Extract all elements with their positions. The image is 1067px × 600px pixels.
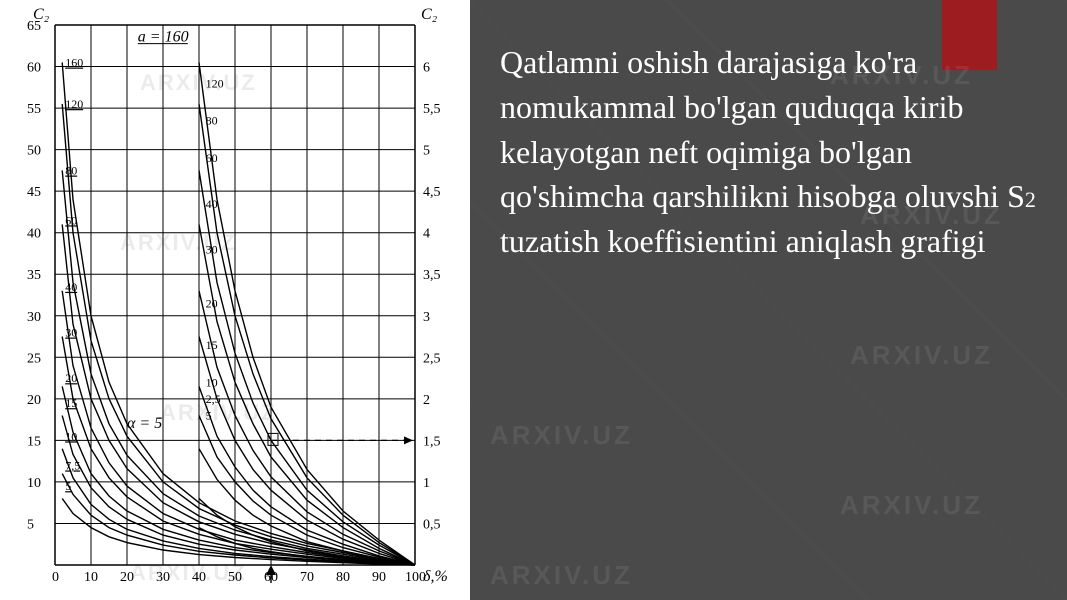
- svg-text:5: 5: [65, 479, 71, 493]
- svg-text:30: 30: [65, 326, 77, 340]
- svg-text:65: 65: [27, 19, 41, 34]
- svg-text:80: 80: [336, 570, 350, 585]
- watermark: ARXIV.UZ: [840, 490, 983, 521]
- svg-text:5: 5: [206, 409, 212, 423]
- svg-text:80: 80: [65, 164, 77, 178]
- c2-chart: C₂C₂δ,%010203040506070809010051015202530…: [0, 0, 470, 600]
- svg-text:20: 20: [65, 371, 77, 385]
- chart-panel: C₂C₂δ,%010203040506070809010051015202530…: [0, 0, 470, 600]
- svg-text:80: 80: [206, 114, 218, 128]
- text-panel: Qatlamni oshish darajasiga ko'ra nomukam…: [470, 0, 1067, 600]
- svg-text:δ,%: δ,%: [423, 568, 448, 585]
- svg-text:30: 30: [27, 310, 41, 325]
- svg-text:70: 70: [300, 570, 314, 585]
- svg-text:100: 100: [405, 570, 426, 585]
- svg-text:20: 20: [120, 570, 134, 585]
- svg-text:20: 20: [27, 393, 41, 408]
- slide-title: Qatlamni oshish darajasiga ko'ra nomukam…: [500, 40, 1037, 264]
- svg-text:15: 15: [27, 434, 41, 449]
- svg-text:50: 50: [27, 144, 41, 159]
- svg-text:50: 50: [228, 570, 242, 585]
- svg-text:5: 5: [27, 517, 34, 532]
- svg-text:0: 0: [52, 570, 59, 585]
- svg-text:60: 60: [65, 213, 77, 227]
- svg-text:C₂: C₂: [421, 6, 438, 23]
- svg-text:3: 3: [423, 310, 430, 325]
- svg-text:40: 40: [206, 197, 218, 211]
- svg-text:40: 40: [65, 280, 77, 294]
- svg-text:1: 1: [423, 476, 430, 491]
- svg-text:90: 90: [372, 570, 386, 585]
- svg-text:a = 160: a = 160: [138, 29, 189, 46]
- svg-text:7,5: 7,5: [65, 458, 80, 472]
- svg-text:2,5: 2,5: [423, 351, 441, 366]
- watermark: ARXIV.UZ: [490, 420, 633, 451]
- svg-text:2: 2: [423, 393, 430, 408]
- svg-text:30: 30: [156, 570, 170, 585]
- svg-text:40: 40: [27, 227, 41, 242]
- svg-text:10: 10: [84, 570, 98, 585]
- svg-text:25: 25: [27, 351, 41, 366]
- svg-text:60: 60: [27, 61, 41, 76]
- svg-text:5,5: 5,5: [423, 102, 441, 117]
- svg-text:120: 120: [65, 97, 83, 111]
- watermark: ARXIV.UZ: [850, 340, 993, 371]
- svg-text:10: 10: [206, 375, 218, 389]
- svg-text:35: 35: [27, 268, 41, 283]
- svg-text:160: 160: [65, 56, 83, 70]
- svg-text:15: 15: [65, 396, 77, 410]
- svg-text:40: 40: [192, 570, 206, 585]
- svg-text:1,5: 1,5: [423, 434, 441, 449]
- svg-text:α = 5: α = 5: [127, 415, 162, 432]
- svg-text:4,5: 4,5: [423, 185, 441, 200]
- svg-text:60: 60: [206, 151, 218, 165]
- svg-text:5: 5: [423, 144, 430, 159]
- svg-text:30: 30: [206, 242, 218, 256]
- svg-text:55: 55: [27, 102, 41, 117]
- svg-text:6: 6: [423, 61, 430, 76]
- svg-text:2,5: 2,5: [206, 392, 221, 406]
- svg-text:20: 20: [206, 296, 218, 310]
- svg-text:15: 15: [206, 338, 218, 352]
- svg-text:45: 45: [27, 185, 41, 200]
- svg-text:0,5: 0,5: [423, 517, 441, 532]
- watermark: ARXIV.UZ: [490, 560, 633, 591]
- svg-text:4: 4: [423, 227, 430, 242]
- svg-text:3,5: 3,5: [423, 268, 441, 283]
- svg-text:10: 10: [65, 429, 77, 443]
- svg-text:10: 10: [27, 476, 41, 491]
- svg-text:120: 120: [206, 76, 224, 90]
